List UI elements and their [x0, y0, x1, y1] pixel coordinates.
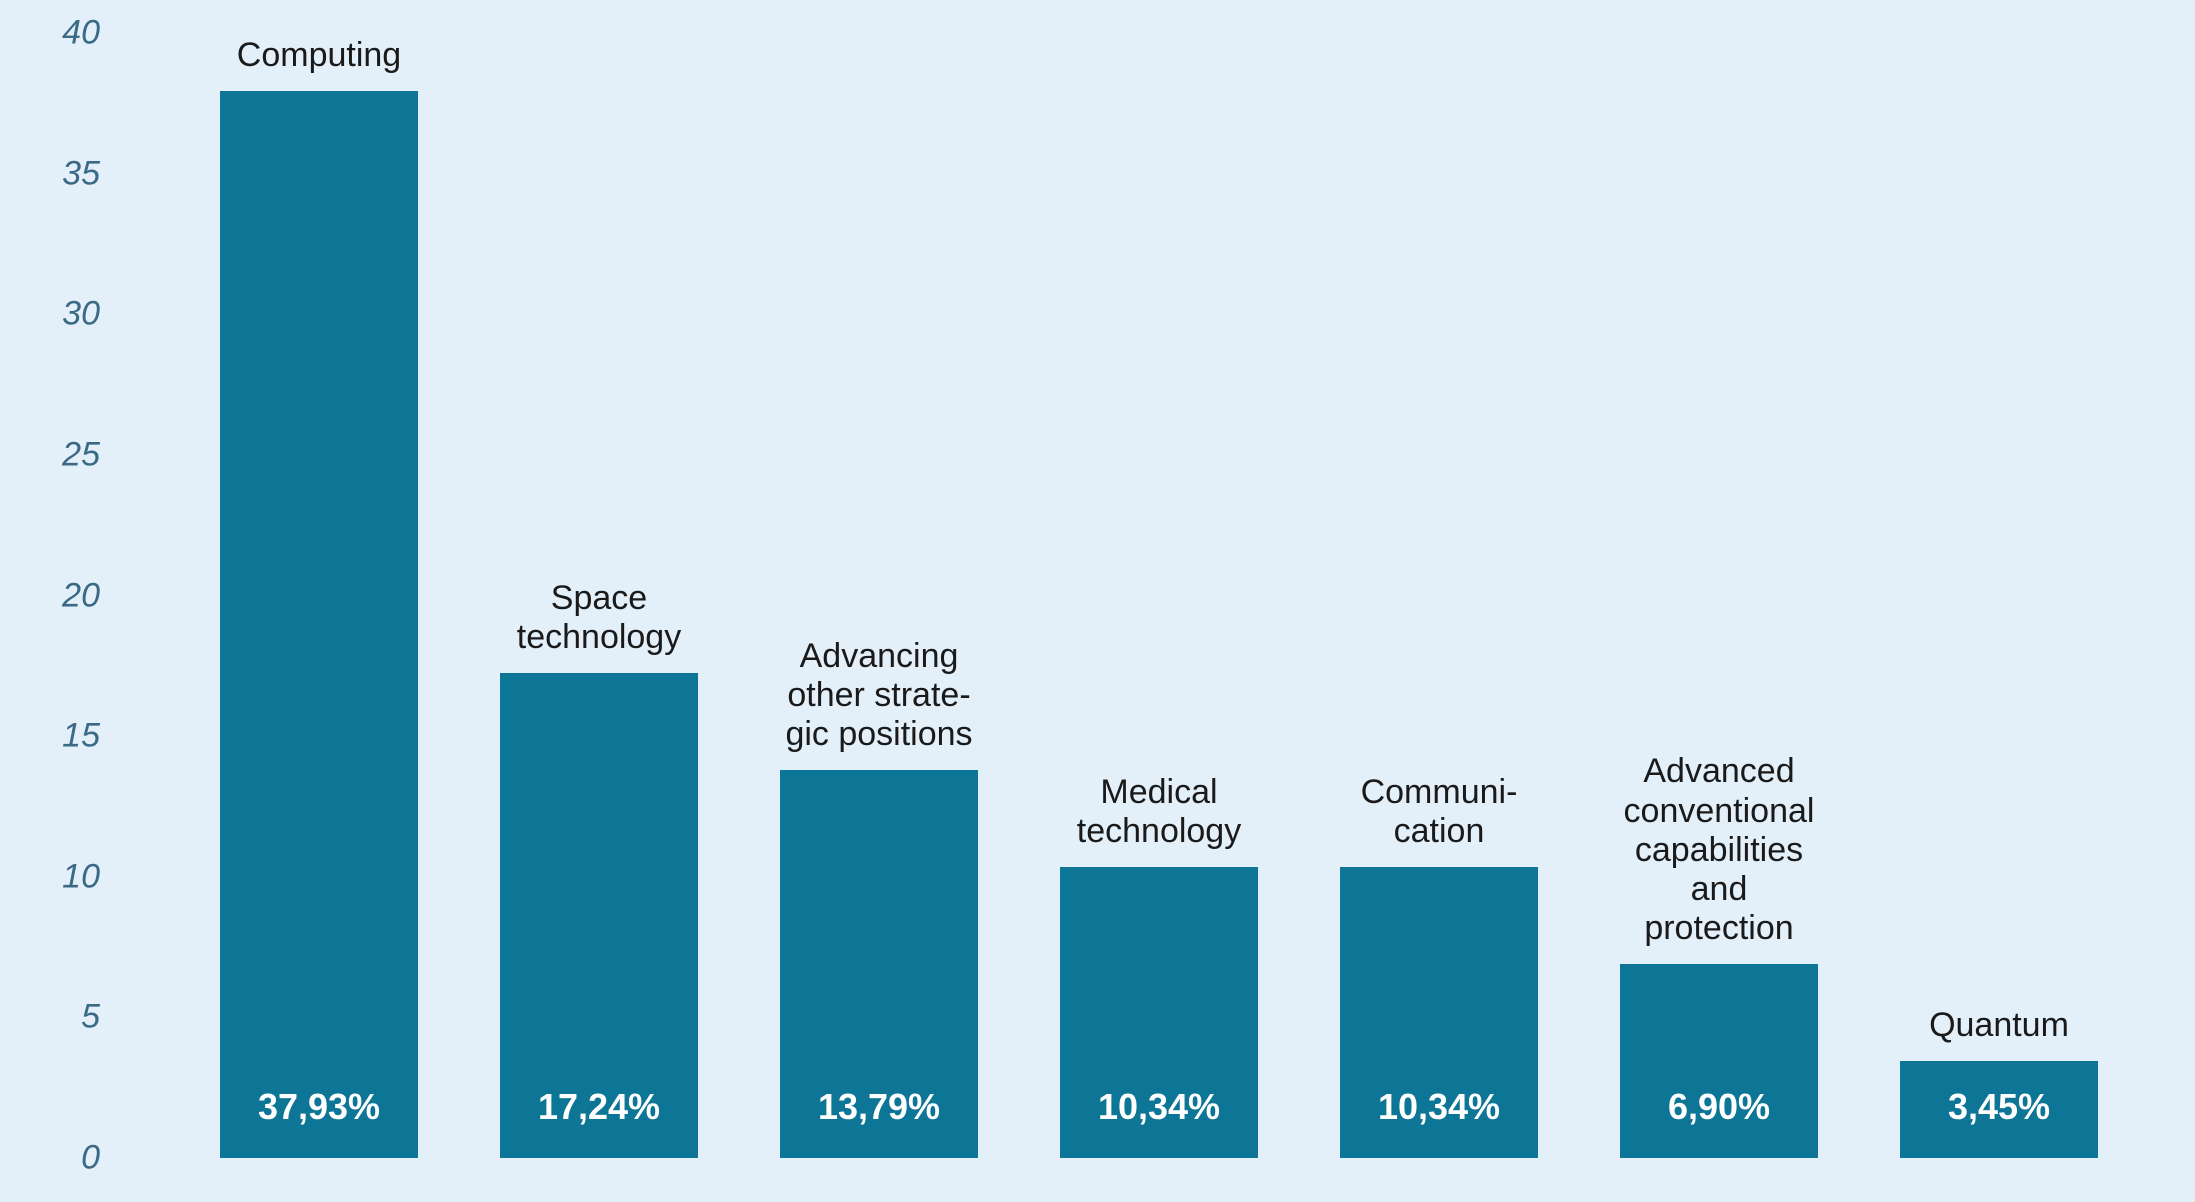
- value-label: 10,34%: [1340, 1086, 1538, 1128]
- value-label: 6,90%: [1620, 1086, 1818, 1128]
- value-label: 13,79%: [780, 1086, 978, 1128]
- category-label: Space technology: [470, 579, 728, 657]
- category-label: Quantum: [1870, 1006, 2128, 1045]
- bar: [220, 91, 418, 1158]
- category-label: Computing: [190, 36, 448, 75]
- category-label: Advancing other strate- gic positions: [750, 637, 1008, 754]
- category-label: Medical technology: [1030, 773, 1288, 851]
- y-tick-label: 35: [62, 154, 100, 193]
- plot-area: Computing 37,93% Space technology 17,24% Adv…: [130, 33, 2130, 1158]
- bar-chart: Computing 37,93% Space technology 17,24% Adv…: [0, 0, 2195, 1202]
- bar: [1620, 964, 1818, 1158]
- y-tick-label: 0: [81, 1139, 100, 1178]
- y-tick-label: 40: [62, 14, 100, 53]
- y-tick-label: 25: [62, 435, 100, 474]
- y-tick-label: 20: [62, 576, 100, 615]
- value-label: 3,45%: [1900, 1086, 2098, 1128]
- category-label: Communi- cation: [1310, 773, 1568, 851]
- value-label: 10,34%: [1060, 1086, 1258, 1128]
- value-label: 37,93%: [220, 1086, 418, 1128]
- y-tick-label: 15: [62, 717, 100, 756]
- y-tick-label: 10: [62, 857, 100, 896]
- y-tick-label: 30: [62, 295, 100, 334]
- category-label: Advanced conventional capabilities and p…: [1590, 752, 1848, 947]
- value-label: 17,24%: [500, 1086, 698, 1128]
- y-tick-label: 5: [81, 998, 100, 1037]
